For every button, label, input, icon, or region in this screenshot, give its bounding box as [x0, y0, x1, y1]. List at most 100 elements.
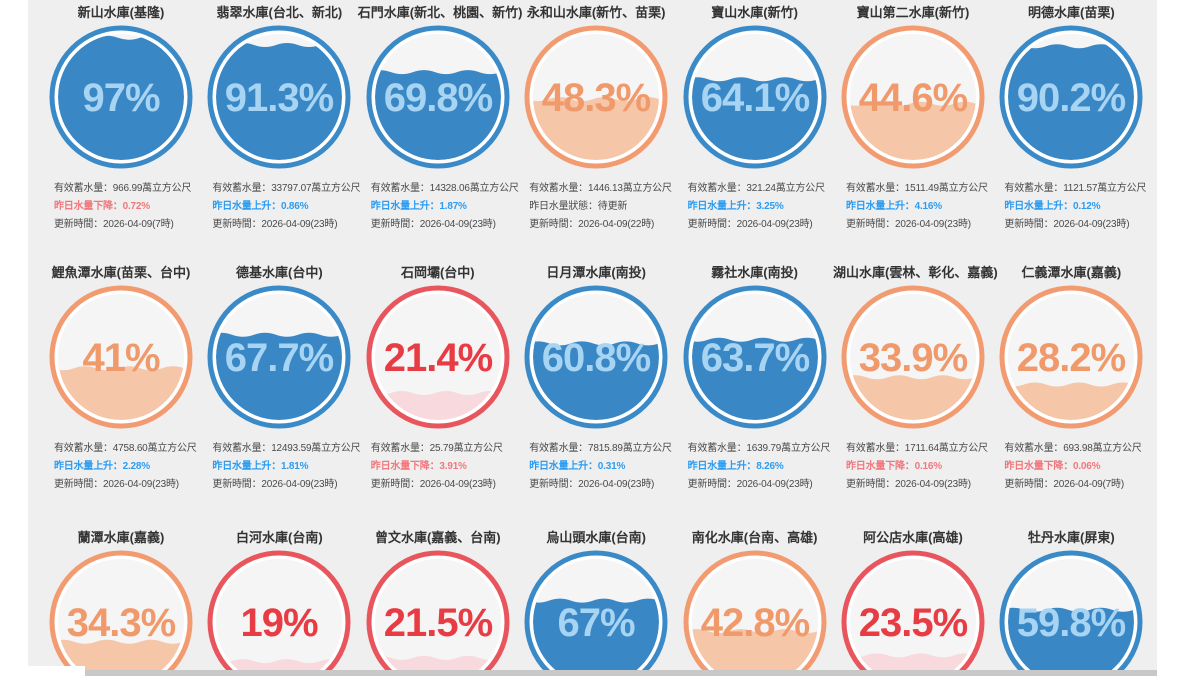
reservoir-name: 德基水庫(台中) — [236, 265, 323, 280]
reservoir-info: 有效蓄水量：7815.89萬立方公尺 昨日水量上升：0.31% 更新時間：2026-… — [529, 440, 679, 494]
percent-label: 21.4% — [384, 336, 493, 380]
water-fill — [691, 77, 818, 160]
gauge-white-ring — [212, 555, 347, 676]
reservoir-card: 翡翠水庫(台北、新北) 91.3% 有效蓄水量：33797.07萬立方公尺 昨日水量上… — [199, 4, 361, 230]
gauge-border-ring — [841, 550, 985, 676]
reservoir-info: 有效蓄水量：1446.13萬立方公尺 昨日水量狀態：待更新 更新時間：2026-04… — [529, 180, 679, 234]
reservoir-gauge: 23.5% — [841, 550, 985, 676]
gauge-white-ring — [212, 30, 347, 164]
reservoir-gauge: 19% — [207, 550, 351, 676]
percent-label: 44.6% — [859, 76, 968, 120]
reservoir-name: 湖山水庫(雲林、彰化、嘉義) — [833, 265, 998, 280]
reservoir-card: 仁義潭水庫(嘉義) 28.2% 有效蓄水量：693.98萬立方公尺 昨日水量下降：0.… — [991, 264, 1151, 490]
gauge-inner-background — [850, 559, 976, 676]
reservoir-name: 霧社水庫(南投) — [711, 265, 798, 280]
percent-label: 21.5% — [384, 601, 493, 645]
reservoir-info: 有效蓄水量：693.98萬立方公尺 昨日水量下降：0.06% 更新時間：2026-0… — [1004, 440, 1154, 494]
gauge-white-ring — [1004, 290, 1139, 424]
capacity-text: 有效蓄水量：14328.06萬立方公尺 — [370, 183, 519, 194]
change-text: 昨日水量下降：3.91% — [370, 461, 467, 472]
reservoir-card: 南化水庫(台南、高雄) 42.8% — [675, 529, 835, 676]
change-text: 昨日水量下降：0.72% — [54, 201, 150, 212]
gauge-inner-background — [374, 559, 501, 676]
reservoir-info: 有效蓄水量：1511.49萬立方公尺 昨日水量上升：4.16% 更新時間：2026-… — [846, 180, 996, 234]
capacity-text: 有效蓄水量：1511.49萬立方公尺 — [846, 183, 988, 194]
change-text: 昨日水量上升：0.31% — [529, 461, 626, 472]
reservoir-card: 霧社水庫(南投) 63.7% 有效蓄水量：1639.79萬立方公尺 昨日水量上升：8.… — [675, 264, 835, 490]
gauge-white-ring — [54, 555, 188, 676]
updated-text: 更新時間：2026-04-09(23時) — [212, 479, 338, 490]
reservoir-gauge: 42.8% — [683, 550, 827, 676]
reservoir-info: 有效蓄水量：4758.60萬立方公尺 昨日水量上升：2.28% 更新時間：2026-… — [54, 440, 204, 494]
water-fill — [533, 341, 660, 420]
capacity-text: 有效蓄水量：1446.13萬立方公尺 — [529, 183, 672, 194]
gauge-white-ring — [1004, 555, 1139, 676]
reservoir-card: 石岡壩(台中) 21.4% 有效蓄水量：25.79萬立方公尺 昨日水量下降：3.91%… — [358, 264, 518, 490]
reservoir-name: 石門水庫(新北、桃園、新竹) — [357, 5, 523, 20]
capacity-text: 有效蓄水量：33797.07萬立方公尺 — [212, 183, 361, 194]
water-fill — [533, 598, 660, 676]
reservoir-gauge: 21.4% — [366, 285, 510, 429]
reservoir-name: 曾文水庫(嘉義、台南) — [374, 530, 501, 545]
reservoir-name: 南化水庫(台南、高雄) — [691, 530, 818, 545]
water-fill — [1008, 44, 1135, 160]
water-fill — [216, 659, 343, 676]
updated-text: 更新時間：2026-04-09(23時) — [370, 219, 496, 230]
reservoir-gauge: 90.2% — [999, 25, 1143, 169]
capacity-text: 有效蓄水量：321.24萬立方公尺 — [687, 183, 825, 194]
reservoir-gauge: 33.9% — [841, 285, 985, 429]
gauge-white-ring — [846, 290, 980, 424]
reservoir-name: 牡丹水庫(屏東) — [1028, 530, 1115, 545]
percent-label: 34.3% — [67, 601, 176, 645]
updated-text: 更新時間：2026-04-09(23時) — [529, 479, 655, 490]
percent-label: 91.3% — [225, 76, 334, 120]
gauge-border-ring — [841, 285, 985, 429]
reservoir-name: 仁義潭水庫(嘉義) — [1021, 265, 1122, 280]
reservoir-info: 有效蓄水量：25.79萬立方公尺 昨日水量下降：3.91% 更新時間：2026-04… — [371, 440, 521, 494]
percent-label: 90.2% — [1017, 76, 1126, 120]
water-fill — [691, 629, 818, 676]
water-fill — [374, 70, 501, 160]
updated-text: 更新時間：2026-04-09(23時) — [687, 479, 813, 490]
change-text: 昨日水量上升：2.28% — [54, 461, 150, 472]
change-text: 昨日水量上升：3.25% — [687, 201, 784, 212]
reservoir-card: 寶山水庫(新竹) 64.1% 有效蓄水量：321.24萬立方公尺 昨日水量上升：3.2… — [675, 4, 835, 230]
gauge-white-ring — [687, 30, 822, 164]
reservoir-name: 翡翠水庫(台北、新北) — [216, 5, 343, 20]
change-text: 昨日水量上升：4.16% — [846, 201, 942, 212]
gauge-white-ring — [529, 555, 664, 676]
gauge-border-ring — [207, 285, 351, 429]
reservoir-info: 有效蓄水量：14328.06萬立方公尺 昨日水量上升：1.87% 更新時間：2026… — [371, 180, 521, 234]
reservoir-info: 有效蓄水量：33797.07萬立方公尺 昨日水量上升：0.86% 更新時間：2026… — [212, 180, 362, 234]
updated-text: 更新時間：2026-04-09(23時) — [212, 219, 338, 230]
reservoir-info: 有效蓄水量：966.99萬立方公尺 昨日水量下降：0.72% 更新時間：2026-0… — [54, 180, 204, 234]
water-fill — [216, 332, 343, 420]
water-fill — [58, 35, 184, 160]
gauge-inner-background — [216, 559, 343, 676]
gauge-border-ring — [366, 285, 510, 429]
reservoir-card: 烏山頭水庫(台南) 67% — [516, 529, 676, 676]
change-text: 昨日水量上升：8.26% — [687, 461, 784, 472]
capacity-text: 有效蓄水量：7815.89萬立方公尺 — [529, 443, 672, 454]
capacity-text: 有效蓄水量：693.98萬立方公尺 — [1004, 443, 1142, 454]
percent-label: 19% — [241, 601, 318, 645]
reservoir-gauge: 67% — [524, 550, 668, 676]
horizontal-scrollbar[interactable] — [85, 670, 1157, 676]
capacity-text: 有效蓄水量：12493.59萬立方公尺 — [212, 443, 361, 454]
gauge-white-ring — [370, 290, 505, 424]
reservoir-name: 寶山水庫(新竹) — [711, 5, 798, 20]
reservoir-name: 烏山頭水庫(台南) — [546, 530, 647, 545]
reservoir-gauge: 64.1% — [683, 25, 827, 169]
reservoir-card: 石門水庫(新北、桃園、新竹) 69.8% 有效蓄水量：14328.06萬立方公尺 昨日… — [357, 4, 523, 230]
reservoir-card: 牡丹水庫(屏東) 59.8% — [991, 529, 1151, 676]
gauge-border-ring — [683, 550, 827, 676]
updated-text: 更新時間：2026-04-09(23時) — [846, 479, 971, 490]
gauge-white-ring — [370, 555, 505, 676]
reservoir-gauge: 59.8% — [999, 550, 1143, 676]
reservoir-card: 新山水庫(基隆) 97% 有效蓄水量：966.99萬立方公尺 昨日水量下降：0.72%… — [41, 4, 201, 230]
reservoir-name: 新山水庫(基隆) — [77, 5, 165, 20]
reservoir-card: 蘭潭水庫(嘉義) 34.3% — [41, 529, 201, 676]
reservoir-gauge: 48.3% — [524, 25, 668, 169]
percent-label: 48.3% — [542, 76, 651, 120]
